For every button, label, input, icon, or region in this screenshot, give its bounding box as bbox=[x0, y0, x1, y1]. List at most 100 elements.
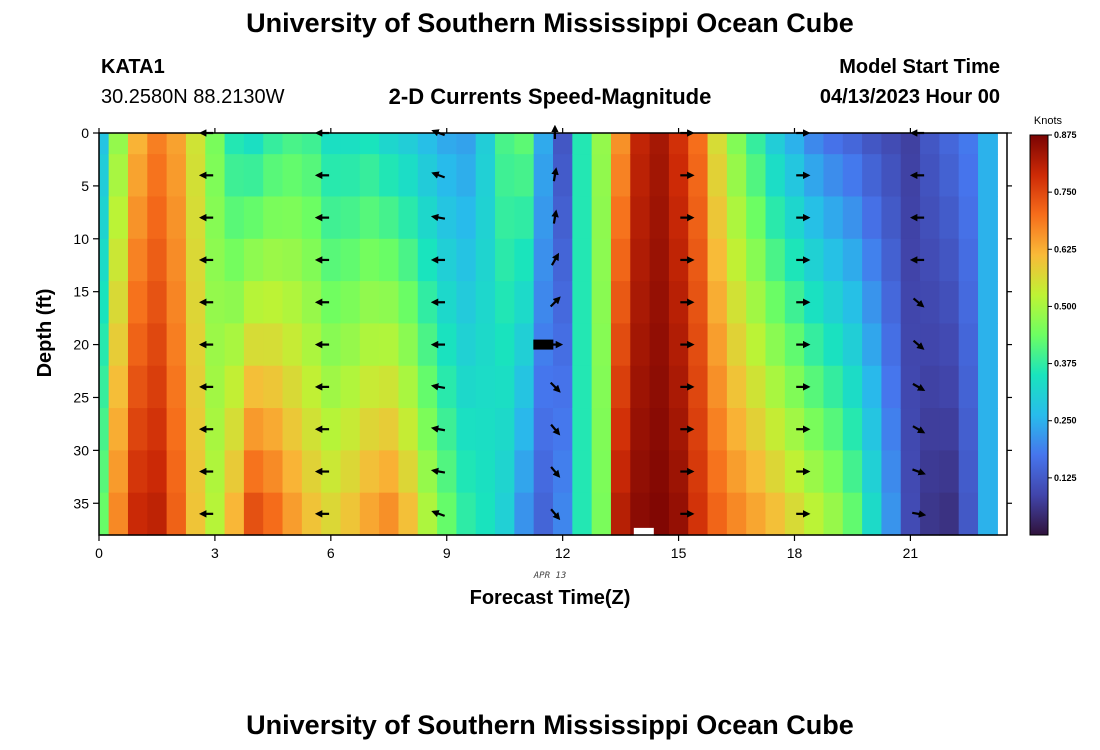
heatmap-cell bbox=[572, 492, 593, 536]
heatmap-cell bbox=[784, 154, 805, 198]
heatmap-cell bbox=[553, 238, 573, 282]
heatmap-cell bbox=[881, 133, 902, 155]
heatmap-cell bbox=[881, 450, 902, 494]
heatmap-cell bbox=[688, 133, 709, 155]
heatmap-cell bbox=[862, 408, 883, 451]
heatmap-cell bbox=[823, 281, 844, 325]
heatmap-cell bbox=[823, 133, 844, 155]
heatmap-cell bbox=[282, 238, 303, 282]
heatmap-cell bbox=[263, 408, 284, 451]
colorbar-tick-label: 0.500 bbox=[1054, 301, 1077, 311]
heatmap-cell bbox=[456, 450, 477, 494]
heatmap-cell bbox=[437, 450, 458, 494]
heatmap-cell bbox=[166, 408, 187, 451]
heatmap-cell bbox=[610, 323, 631, 367]
heatmap-cell bbox=[610, 238, 631, 282]
heatmap-cell bbox=[978, 238, 998, 282]
heatmap-cell bbox=[533, 133, 554, 155]
heatmap-cell bbox=[108, 492, 129, 536]
heatmap-cell bbox=[166, 281, 187, 325]
heatmap-cell bbox=[475, 408, 496, 451]
heatmap-cell bbox=[842, 133, 863, 155]
heatmap-cell bbox=[591, 365, 612, 409]
current-vector bbox=[912, 468, 926, 476]
heatmap-cell bbox=[108, 133, 129, 155]
heatmap-cell bbox=[707, 450, 728, 494]
heatmap-cell bbox=[862, 196, 883, 240]
heatmap-cell bbox=[147, 196, 168, 240]
heatmap-cell bbox=[108, 154, 129, 198]
heatmap-cell bbox=[572, 238, 593, 282]
heatmap-cell bbox=[127, 196, 148, 240]
heatmap-cell bbox=[99, 196, 110, 240]
heatmap-cell bbox=[359, 154, 380, 198]
heatmap-cell bbox=[166, 196, 187, 240]
heatmap-cell bbox=[726, 196, 747, 240]
heatmap-cell bbox=[514, 492, 535, 536]
heatmap-cell bbox=[398, 196, 419, 240]
heatmap-cell bbox=[475, 281, 496, 325]
heatmap-cell bbox=[359, 323, 380, 367]
heatmap-cell bbox=[978, 450, 998, 494]
heatmap-cell bbox=[707, 281, 728, 325]
heatmap-cell bbox=[746, 154, 767, 198]
heatmap-cell bbox=[610, 408, 631, 451]
heatmap-cell bbox=[939, 492, 960, 536]
heatmap-cell bbox=[456, 238, 477, 282]
heatmap-cell bbox=[881, 281, 902, 325]
y-tick-label: 15 bbox=[73, 284, 89, 300]
heatmap-cell bbox=[282, 408, 303, 451]
heatmap-cell bbox=[340, 492, 361, 536]
heatmap-cell bbox=[804, 133, 825, 155]
heatmap-cell bbox=[572, 281, 593, 325]
heatmap-cell bbox=[668, 154, 689, 198]
heatmap-cell bbox=[610, 154, 631, 198]
heatmap-cell bbox=[746, 281, 767, 325]
heatmap-cell bbox=[205, 492, 226, 536]
heatmap-cell bbox=[978, 323, 998, 367]
heatmap-cell bbox=[746, 365, 767, 409]
x-tick-label: 3 bbox=[211, 545, 219, 561]
heatmap-cell bbox=[746, 323, 767, 367]
heatmap-cell bbox=[359, 365, 380, 409]
heatmap-cell bbox=[108, 450, 129, 494]
heatmap-cell bbox=[978, 154, 998, 198]
heatmap-cell bbox=[495, 196, 515, 240]
heatmap-cell bbox=[263, 450, 284, 494]
heatmap-cell bbox=[301, 323, 322, 367]
heatmap-cell bbox=[823, 450, 844, 494]
heatmap-cell bbox=[301, 450, 322, 494]
heatmap-cell bbox=[746, 492, 767, 536]
heatmap-cell bbox=[243, 323, 264, 367]
heatmap-cell bbox=[475, 365, 496, 409]
heatmap-cell bbox=[263, 492, 284, 536]
heatmap-cell bbox=[282, 323, 303, 367]
heatmap-cell bbox=[205, 133, 226, 155]
heatmap-cell bbox=[765, 408, 786, 451]
markers bbox=[533, 339, 654, 538]
heatmap-cell bbox=[668, 196, 689, 240]
heatmap-cell bbox=[823, 238, 844, 282]
heatmap-cell bbox=[765, 492, 786, 536]
heatmap-cell bbox=[340, 450, 361, 494]
heatmap-cell bbox=[533, 492, 554, 536]
x-axis: 0 3 6 9 12 15 18 21 bbox=[95, 128, 918, 561]
heatmap-cell bbox=[649, 365, 670, 409]
heatmap-cell bbox=[417, 323, 438, 367]
heatmap-cell bbox=[166, 450, 187, 494]
heatmap-cell bbox=[224, 133, 245, 155]
current-vector bbox=[912, 297, 925, 308]
heatmap-cell bbox=[340, 196, 361, 240]
heatmap-cell bbox=[340, 238, 361, 282]
heatmap-cell bbox=[301, 196, 322, 240]
heatmap-cell bbox=[359, 450, 380, 494]
marker bbox=[533, 339, 554, 350]
heatmap-cell bbox=[147, 365, 168, 409]
heatmap-cell bbox=[475, 133, 496, 155]
heatmap-cell bbox=[379, 196, 400, 240]
heatmap-cell bbox=[398, 238, 419, 282]
heatmap-cell bbox=[688, 450, 709, 494]
heatmap-cell bbox=[958, 365, 979, 409]
heatmap-cell bbox=[862, 365, 883, 409]
heatmap-cell bbox=[784, 408, 805, 451]
